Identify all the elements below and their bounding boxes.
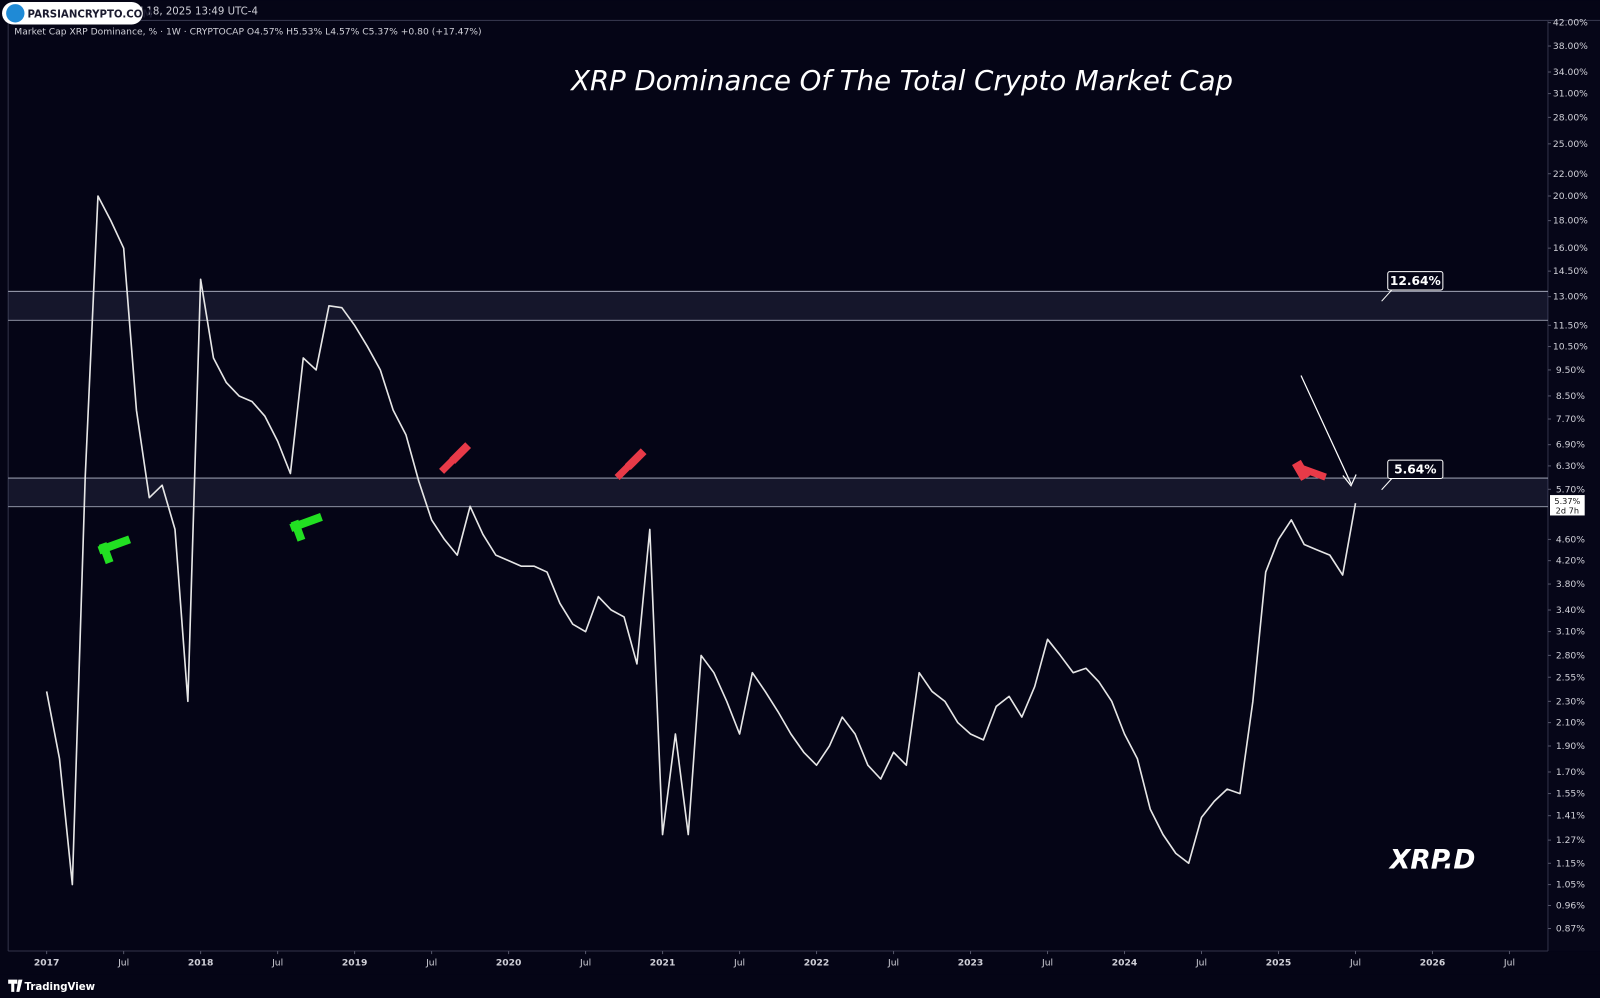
x-tick-label: 2025 [1266, 957, 1292, 968]
source: TradingView.com, Jul 18, 2025 13:49 UTC-… [38, 6, 258, 17]
y-tick-label: 3.40% [1556, 605, 1585, 616]
x-tick-label: Jul [579, 957, 591, 968]
chart-title: XRP Dominance Of The Total Crypto Market… [569, 65, 1233, 97]
price-line [45, 195, 1357, 886]
y-tick-label: 4.20% [1556, 556, 1585, 567]
callout-label: 5.64% [1394, 462, 1436, 476]
y-tick-label: 8.50% [1556, 391, 1585, 402]
x-tick-label: Jul [733, 957, 745, 968]
y-tick-label: 2.55% [1556, 672, 1585, 683]
y-tick-label: 3.80% [1556, 579, 1585, 590]
legend: Market Cap XRP Dominance, % · 1W · CRYPT… [14, 27, 481, 38]
x-tick-label: 2020 [496, 957, 522, 968]
arrow [1300, 375, 1352, 484]
y-tick-label: 20.00% [1553, 191, 1588, 202]
y-tick-label: 22.00% [1553, 169, 1588, 180]
y-tick-label: 13.00% [1553, 292, 1588, 303]
callout-box [1387, 271, 1444, 291]
x-tick-label: Jul [271, 957, 283, 968]
arrow-head [1342, 474, 1357, 487]
y-tick-label: 25.00% [1553, 139, 1588, 150]
x-tick-label: 2017 [34, 957, 60, 968]
x-tick-label: Jul [425, 957, 437, 968]
countdown: 2d 7h [1556, 505, 1579, 515]
y-tick-label: 6.90% [1556, 440, 1585, 451]
x-tick-label: Jul [1195, 957, 1207, 968]
y-tick-label: 7.70% [1556, 414, 1585, 425]
y-tick-label: 1.70% [1556, 767, 1585, 778]
hammer-icon [1292, 459, 1327, 481]
x-tick-label: 2024 [1112, 957, 1138, 968]
callout-pointer [1381, 289, 1393, 302]
footer-brand: TradingView [24, 982, 95, 993]
y-tick-label: 9.50% [1556, 365, 1585, 376]
x-tick-label: 2019 [342, 957, 368, 968]
y-tick-label: 10.50% [1553, 342, 1588, 353]
footer [0, 974, 1600, 998]
y-tick-label: 1.90% [1556, 741, 1585, 752]
callout-box [1387, 459, 1444, 480]
y-tick-label: 42.00% [1553, 18, 1588, 29]
x-tick-label: 2022 [804, 957, 830, 968]
zone [8, 291, 1548, 321]
y-tick-label: 1.15% [1556, 858, 1585, 869]
y-tick-label: 18.00% [1553, 216, 1588, 227]
y-tick-label: 4.60% [1556, 534, 1585, 545]
y-tick-label: 0.87% [1556, 924, 1585, 935]
y-tick-label: 2.30% [1556, 696, 1585, 707]
hammer-icon [439, 442, 472, 474]
last-price-badge [1550, 495, 1585, 516]
x-tick-label: Jul [887, 957, 899, 968]
y-tick-label: 5.70% [1556, 484, 1585, 495]
zone [8, 478, 1548, 507]
y-tick-label: 3.10% [1556, 627, 1585, 638]
x-tick-label: Jul [117, 957, 129, 968]
x-tick-label: Jul [1041, 957, 1053, 968]
callout-pointer [1381, 478, 1393, 491]
x-tick-label: 2026 [1420, 957, 1446, 968]
hammer-icon [97, 535, 132, 565]
y-tick-label: 16.00% [1553, 243, 1588, 254]
y-tick-label: 2.10% [1556, 718, 1585, 729]
symbol: XRP.D [1388, 844, 1476, 875]
y-tick-label: 1.55% [1556, 789, 1585, 800]
x-tick-label: Jul [1503, 957, 1515, 968]
footer-logo [8, 979, 23, 992]
y-tick-label: 1.41% [1556, 811, 1585, 822]
y-tick-label: 1.27% [1556, 835, 1585, 846]
price-axis [1547, 20, 1600, 952]
hammer-icon [289, 513, 323, 542]
y-tick-label: 1.05% [1556, 880, 1585, 891]
x-tick-label: 2021 [650, 957, 676, 968]
logo-icon [6, 4, 25, 23]
callout-label: 12.64% [1390, 274, 1441, 288]
y-tick-label: 34.00% [1553, 67, 1588, 78]
y-tick-label: 6.30% [1556, 461, 1585, 472]
x-tick-label: Jul [1349, 957, 1361, 968]
y-tick-label: 11.50% [1553, 320, 1588, 331]
y-tick-label: 14.50% [1553, 266, 1588, 277]
hammer-icon [614, 448, 647, 481]
y-tick-label: 38.00% [1553, 41, 1588, 52]
y-tick-label: 28.00% [1553, 112, 1588, 123]
x-tick-label: 2018 [188, 957, 214, 968]
y-tick-label: 2.80% [1556, 650, 1585, 661]
x-tick-label: 2023 [958, 957, 984, 968]
last-price-label: 5.37% [1554, 496, 1580, 506]
watermark: PARSIANCRYPTO.COM [28, 9, 153, 20]
watermark-badge [2, 2, 143, 25]
y-tick-label: 31.00% [1553, 89, 1588, 100]
y-tick-label: 0.96% [1556, 901, 1585, 912]
